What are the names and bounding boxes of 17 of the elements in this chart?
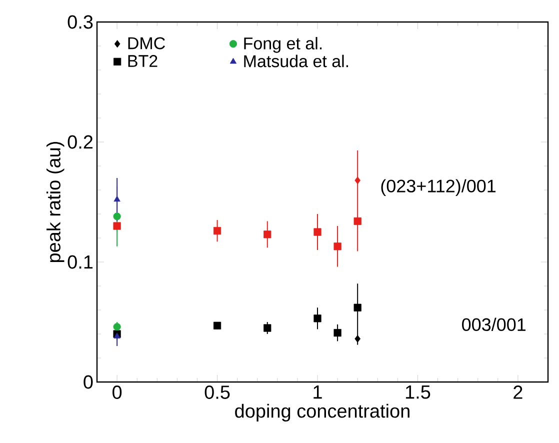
x-tick-label: 0.5 — [204, 386, 230, 399]
legend-label: Matsuda et al. — [244, 54, 348, 68]
legend-label: DMC — [128, 37, 165, 50]
annotation: 003/001 — [462, 318, 526, 332]
x-axis-title: doping concentration — [235, 404, 410, 422]
y-tick-label: 0 — [84, 375, 93, 389]
y-tick-label: 0.2 — [68, 135, 93, 149]
legend-label: BT2 — [128, 54, 158, 67]
y-tick-label: 0.3 — [68, 15, 93, 29]
x-tick-label: 0 — [112, 386, 122, 399]
x-tick-label: 2 — [514, 386, 522, 399]
x-tick-label: 1 — [314, 386, 322, 399]
legend-label: Fong et al. — [244, 36, 322, 53]
x-tick-label: 1.5 — [406, 386, 430, 399]
y-tick-label: 0.1 — [68, 255, 93, 269]
annotation: (023+112)/001 — [381, 179, 496, 196]
y-axis-title: peak ratio (au) — [46, 142, 64, 262]
